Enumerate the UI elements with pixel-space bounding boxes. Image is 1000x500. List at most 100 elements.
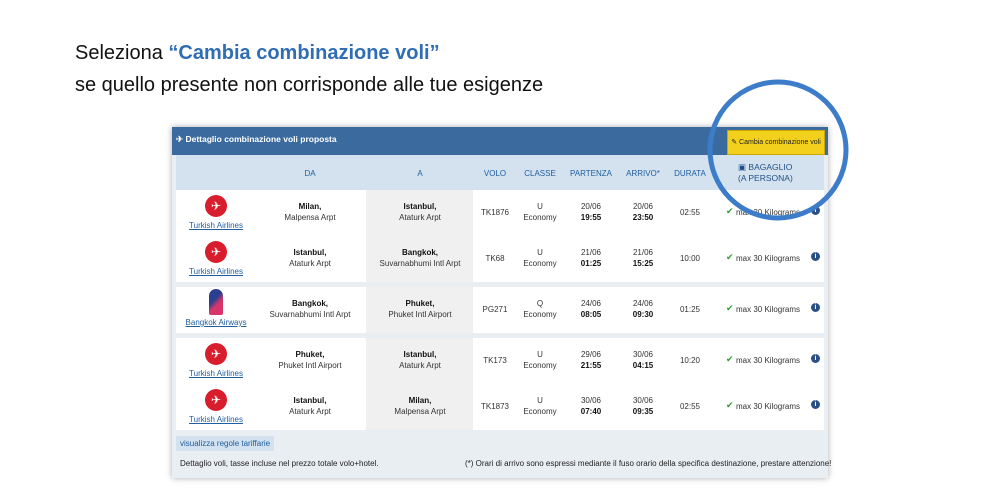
from-airport: Malpensa Arpt bbox=[284, 213, 336, 222]
baggage-header-2: (A PERSONA) bbox=[738, 173, 793, 183]
note-right: (*) Orari di arrivo sono espressi median… bbox=[465, 459, 832, 468]
panel-title: ✈ Dettaglio combinazione voli proposta bbox=[176, 134, 337, 144]
departure-date: 21/06 bbox=[580, 248, 602, 257]
to-column-bg bbox=[366, 287, 473, 333]
arrival-time: 23:50 bbox=[632, 213, 654, 222]
info-icon: i bbox=[811, 303, 820, 312]
column-title: ARRIVO* bbox=[626, 169, 660, 178]
class-name: Economy bbox=[523, 407, 557, 416]
baggage-header: ▣ BAGAGLIO (A PERSONA) bbox=[738, 162, 793, 183]
to-city: Bangkok, bbox=[401, 248, 439, 257]
arrival-date: 30/06 bbox=[632, 350, 654, 359]
check-icon: ✔ bbox=[726, 303, 734, 313]
change-button-text: Cambia combinazione voli bbox=[739, 139, 821, 146]
airline-link[interactable]: Turkish Airlines bbox=[189, 267, 243, 276]
magnifier-ring bbox=[707, 79, 849, 221]
from-city: Bangkok, bbox=[291, 299, 329, 308]
from-airport: Phuket Intl Airport bbox=[278, 361, 342, 370]
baggage: max 30 Kilograms bbox=[736, 305, 801, 314]
group-bg bbox=[176, 190, 824, 282]
info-icon: i bbox=[811, 206, 820, 215]
from-airport: Ataturk Arpt bbox=[289, 407, 331, 416]
check-icon: ✔ bbox=[726, 400, 734, 410]
column-title: PARTENZA bbox=[570, 169, 612, 178]
panel-header bbox=[172, 127, 828, 155]
baggage: max 30 Kilograms bbox=[736, 402, 801, 411]
duration: 02:55 bbox=[679, 402, 701, 411]
departure-time: 21:55 bbox=[580, 361, 602, 370]
flight-number: TK68 bbox=[485, 254, 505, 263]
baggage-header-1: BAGAGLIO bbox=[748, 162, 793, 172]
to-airport: Malpensa Arpt bbox=[394, 407, 446, 416]
flight-number: TK1873 bbox=[480, 402, 510, 411]
info-icon: i bbox=[811, 252, 820, 261]
baggage: max 30 Kilograms bbox=[736, 356, 801, 365]
departure-time: 07:40 bbox=[580, 407, 602, 416]
note-left: Dettaglio voli, tasse incluse nel prezzo… bbox=[180, 459, 379, 468]
flight-number: TK173 bbox=[483, 356, 507, 365]
column-title: DA bbox=[304, 169, 316, 178]
departure-date: 20/06 bbox=[580, 202, 602, 211]
to-city: Phuket, bbox=[405, 299, 435, 308]
airline-link[interactable]: Bangkok Airways bbox=[185, 318, 247, 327]
from-airport: Suvarnabhumi Intl Arpt bbox=[269, 310, 351, 319]
to-city: Istanbul, bbox=[403, 350, 437, 359]
change-button[interactable]: ✎ Cambia combinazione voli bbox=[727, 130, 825, 155]
to-city: Istanbul, bbox=[403, 202, 437, 211]
from-airport: Ataturk Arpt bbox=[289, 259, 331, 268]
airline-logo: ✈ bbox=[205, 241, 227, 263]
class-name: Economy bbox=[523, 361, 557, 370]
column-title: CLASSE bbox=[524, 169, 556, 178]
arrival-date: 21/06 bbox=[632, 248, 654, 257]
arrival-time: 15:25 bbox=[632, 259, 654, 268]
to-airport: Phuket Intl Airport bbox=[388, 310, 452, 319]
airline-logo: ✈ bbox=[205, 389, 227, 411]
baggage: max 30 Kilograms bbox=[736, 254, 801, 263]
departure-date: 30/06 bbox=[580, 396, 602, 405]
from-city: Istanbul, bbox=[293, 248, 327, 257]
column-title: A bbox=[417, 169, 423, 178]
class-name: Economy bbox=[523, 310, 557, 319]
class-code: U bbox=[537, 396, 543, 405]
rules-link[interactable]: visualizza regole tariffarie bbox=[176, 436, 275, 451]
column-title: VOLO bbox=[483, 169, 507, 178]
departure-date: 29/06 bbox=[580, 350, 602, 359]
to-city: Milan, bbox=[408, 396, 432, 405]
arrival-date: 30/06 bbox=[632, 396, 654, 405]
flight-number: TK1876 bbox=[480, 208, 510, 217]
group-bg bbox=[176, 287, 824, 333]
check-icon: ✔ bbox=[726, 252, 734, 262]
baggage: max 30 Kilograms bbox=[736, 208, 801, 217]
airline-link[interactable]: Turkish Airlines bbox=[189, 221, 243, 230]
airline-logo: ✈ bbox=[205, 195, 227, 217]
group-bg bbox=[176, 338, 824, 430]
check-icon: ✔ bbox=[726, 206, 734, 216]
class-code: U bbox=[537, 350, 543, 359]
arrival-time: 04:15 bbox=[632, 361, 654, 370]
to-column-bg bbox=[366, 190, 473, 282]
airline-link[interactable]: Turkish Airlines bbox=[189, 369, 243, 378]
airline-link[interactable]: Turkish Airlines bbox=[189, 415, 243, 424]
heading-prefix: Seleziona bbox=[75, 42, 169, 64]
class-name: Economy bbox=[523, 259, 557, 268]
column-title: DURATA bbox=[674, 169, 706, 178]
from-city: Istanbul, bbox=[293, 396, 327, 405]
arrival-date: 24/06 bbox=[632, 299, 654, 308]
airline-logo: ✈ bbox=[205, 343, 227, 365]
arrival-time: 09:35 bbox=[632, 407, 654, 416]
departure-date: 24/06 bbox=[580, 299, 602, 308]
arrival-date: 20/06 bbox=[632, 202, 654, 211]
duration: 02:55 bbox=[679, 208, 701, 217]
heading-line1: Seleziona “Cambia combinazione voli” bbox=[75, 42, 440, 65]
arrival-time: 09:30 bbox=[632, 310, 654, 319]
from-city: Milan, bbox=[298, 202, 322, 211]
info-icon: i bbox=[811, 354, 820, 363]
to-airport: Ataturk Arpt bbox=[399, 213, 441, 222]
airline-logo bbox=[209, 289, 223, 315]
heading-line2: se quello presente non corrisponde alle … bbox=[75, 74, 544, 96]
class-name: Economy bbox=[523, 213, 557, 222]
check-icon: ✔ bbox=[726, 354, 734, 364]
departure-time: 08:05 bbox=[580, 310, 602, 319]
